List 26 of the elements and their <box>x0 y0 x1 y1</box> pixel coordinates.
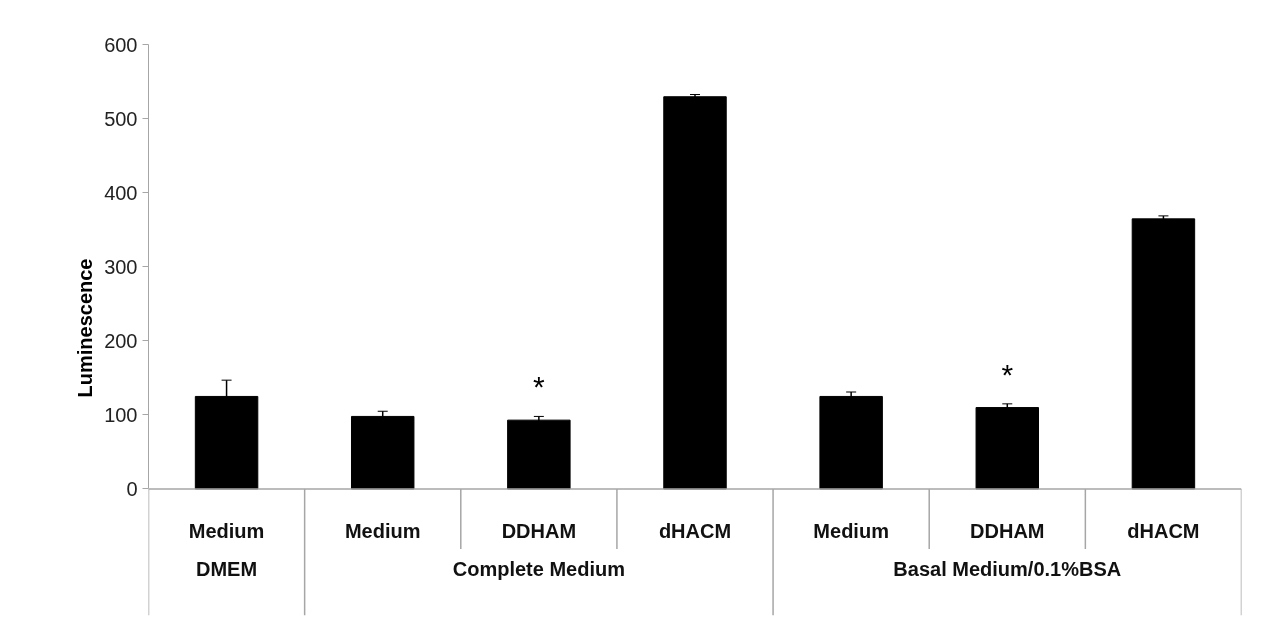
text: Basal Medium/0.1%BSA <box>893 557 1122 580</box>
x-tick-label: dHACM <box>1127 520 1200 543</box>
bar <box>350 415 415 490</box>
x-tick-label: dHACM <box>658 520 732 543</box>
x-tick-label: Medium <box>813 520 889 543</box>
bar <box>1131 218 1196 490</box>
data-label: * <box>533 370 546 404</box>
y-tick-label: 200 <box>104 329 138 352</box>
y-tick-label: 500 <box>104 107 138 130</box>
bar <box>663 96 727 490</box>
y-tick-label: 400 <box>104 181 138 204</box>
bar <box>975 407 1040 490</box>
y-tick-label: 300 <box>104 255 138 278</box>
y-tick-label: 0 <box>126 477 138 500</box>
text: Complete Medium <box>452 557 625 580</box>
x-tick-label: DDHAM <box>970 520 1045 543</box>
data-label: * <box>1001 357 1014 391</box>
x-tick-label: DDHAM <box>501 520 577 543</box>
y-tick-label: 100 <box>104 403 138 426</box>
bar <box>507 419 571 490</box>
x-tick-label: Medium <box>188 520 265 543</box>
y-tick-label: 600 <box>104 33 138 56</box>
x-tick-label: Medium <box>344 520 421 543</box>
text: DMEM <box>196 557 258 580</box>
bar <box>819 395 883 490</box>
y-axis-title: Luminescence <box>74 258 97 398</box>
